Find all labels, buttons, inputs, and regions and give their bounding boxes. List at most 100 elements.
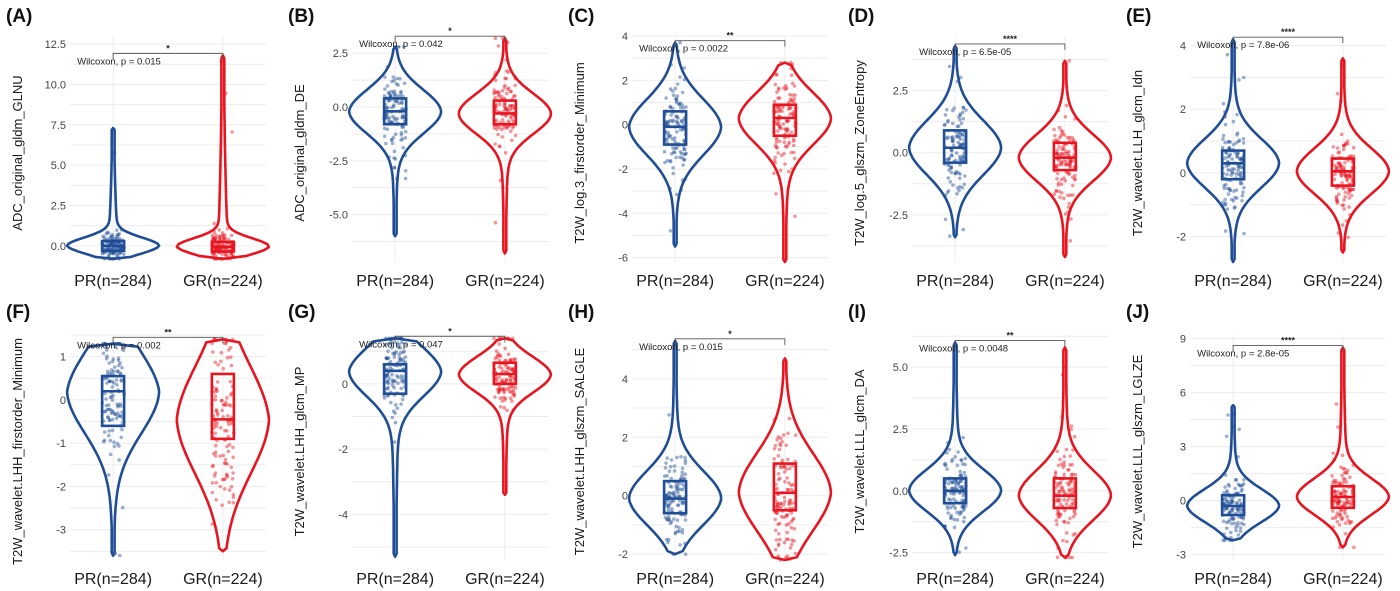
data-point	[1223, 197, 1227, 202]
panel-label: (G)	[288, 302, 315, 323]
data-point	[221, 234, 226, 238]
data-point	[498, 354, 503, 359]
data-point	[502, 405, 506, 410]
data-point	[385, 84, 390, 88]
x-category-label: GR(n=224)	[465, 273, 545, 290]
data-point	[399, 91, 403, 95]
data-point	[214, 498, 218, 502]
series-gr	[737, 60, 833, 264]
data-point	[1344, 175, 1348, 179]
data-point	[959, 75, 963, 80]
data-point	[1063, 162, 1067, 167]
data-point	[231, 254, 235, 258]
data-point	[947, 447, 952, 452]
data-point	[668, 501, 673, 505]
data-point	[108, 257, 112, 261]
data-point	[226, 254, 230, 259]
data-point	[1053, 133, 1057, 138]
data-point	[394, 350, 399, 354]
data-point	[1056, 498, 1061, 502]
data-point	[393, 132, 398, 136]
data-point	[1233, 205, 1237, 209]
data-point	[1058, 153, 1062, 157]
data-point	[778, 443, 783, 448]
data-point	[511, 392, 516, 397]
y-tick-label: -6	[618, 253, 628, 265]
data-point	[230, 252, 234, 257]
data-point	[502, 389, 506, 393]
data-point	[1061, 538, 1065, 543]
data-point	[513, 83, 517, 88]
data-point	[668, 134, 673, 138]
data-point	[395, 76, 399, 81]
data-point	[399, 89, 403, 94]
data-point	[1227, 511, 1232, 515]
data-point	[114, 236, 118, 240]
data-point	[1065, 481, 1070, 485]
data-point	[110, 428, 115, 433]
data-point	[508, 378, 513, 383]
x-category-label: PR(n=284)	[636, 571, 714, 588]
data-point	[1338, 508, 1343, 513]
data-point	[106, 407, 111, 412]
data-point	[1331, 145, 1336, 149]
data-point	[212, 237, 217, 242]
data-point	[116, 414, 120, 418]
x-category-label: PR(n=284)	[1194, 571, 1272, 588]
data-point	[789, 483, 793, 488]
data-point	[1236, 164, 1241, 169]
data-point	[776, 543, 781, 548]
data-point	[391, 409, 396, 414]
data-point	[671, 171, 675, 176]
data-point	[792, 527, 797, 531]
data-point	[773, 517, 777, 522]
data-point	[387, 91, 392, 96]
data-point	[1348, 520, 1352, 524]
significance-stars: *	[448, 326, 452, 336]
data-point	[400, 336, 404, 341]
data-point	[497, 94, 501, 99]
data-point	[389, 341, 393, 346]
data-point	[780, 105, 785, 110]
data-point	[789, 519, 794, 524]
data-point	[1337, 192, 1341, 196]
data-point	[1229, 496, 1234, 501]
data-point	[952, 517, 956, 522]
violin-outline	[65, 342, 161, 557]
data-point	[228, 393, 233, 397]
data-point	[666, 514, 671, 519]
data-point	[775, 122, 780, 127]
wilcoxon-label: Wilcoxon, p = 0.015	[639, 342, 723, 353]
data-point	[399, 402, 403, 406]
data-point	[107, 361, 112, 365]
data-point	[1064, 447, 1069, 452]
data-point	[499, 366, 504, 371]
data-point	[784, 86, 789, 90]
data-point	[676, 503, 680, 508]
data-point	[774, 72, 779, 76]
data-point	[400, 340, 404, 345]
data-point	[1225, 489, 1229, 493]
data-point	[1070, 497, 1075, 502]
data-point	[1232, 516, 1236, 521]
data-point	[1230, 170, 1235, 174]
data-point	[951, 480, 955, 484]
data-point	[1347, 521, 1352, 526]
data-point	[1234, 528, 1238, 533]
data-point	[790, 93, 795, 97]
data-point	[668, 186, 672, 191]
data-point	[785, 119, 790, 124]
data-point	[508, 358, 513, 362]
data-point	[213, 247, 218, 251]
data-point	[387, 120, 391, 124]
data-point	[1342, 490, 1347, 494]
x-category-label: GR(n=224)	[1303, 571, 1383, 588]
data-point	[961, 227, 965, 232]
data-point	[220, 252, 224, 256]
data-point	[663, 160, 667, 165]
y-tick-label: 0	[1180, 496, 1186, 508]
data-point	[1338, 499, 1342, 504]
data-point	[103, 409, 108, 414]
data-point	[218, 237, 222, 241]
panel-c: -6-4-2024(C)T2W_log.3_firstorder_Minimum…	[568, 6, 833, 290]
